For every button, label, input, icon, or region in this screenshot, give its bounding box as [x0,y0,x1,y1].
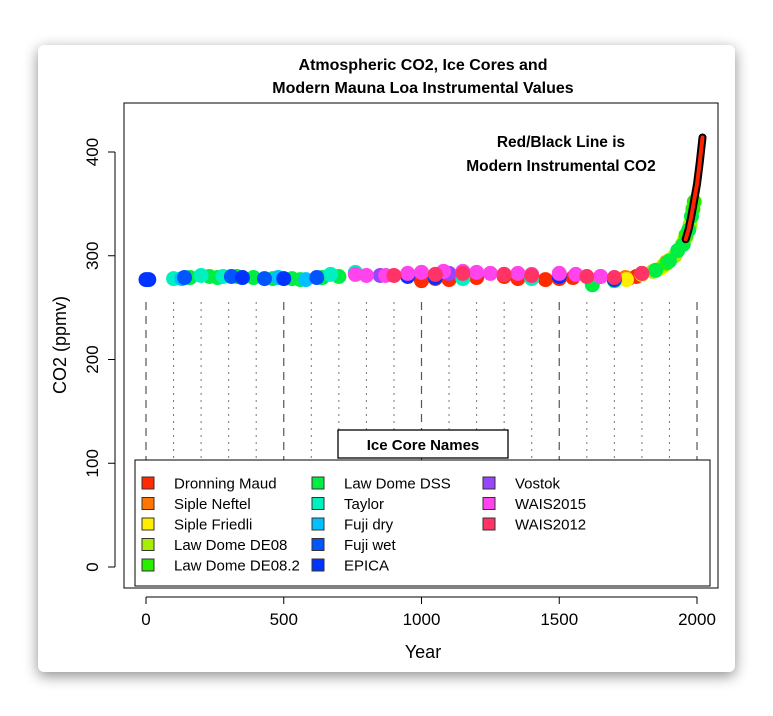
data-point-wais2012 [496,266,512,282]
y-tick-label: 400 [83,138,102,166]
x-tick-label: 2000 [678,610,716,629]
data-point-fuji-wet [309,270,325,286]
data-point-taylor [323,266,339,282]
data-point-wais2015 [347,266,363,282]
x-tick-label: 0 [141,610,150,629]
data-point-wais2012 [455,265,471,281]
legend-label: Law Dome DE08.2 [174,558,300,575]
data-point-fuji-wet [177,270,193,286]
data-point-siple-friedli [618,272,634,288]
data-point-dronning-maud [537,272,553,288]
y-tick-label: 200 [83,345,102,373]
annotation-line-1: Red/Black Line is [497,134,625,151]
chart-title-line-2: Modern Mauna Loa Instrumental Values [272,80,573,97]
data-point-wais2015 [482,265,498,281]
legend: Ice Core Names Dronning Maud Siple Neftel… [134,429,711,587]
legend-label: WAIS2015 [515,496,586,513]
legend-box [134,459,711,587]
data-point-wais2015 [414,264,429,280]
y-tick-label: 300 [83,242,102,270]
chart-title-line-1: Atmospheric CO2, Ice Cores and [299,57,548,74]
legend-label: Dronning Maud [174,476,277,493]
legend-label: EPICA [344,558,389,575]
data-point-law-dome-dss [648,262,664,278]
data-point-epica [276,271,292,287]
data-point-fuji-wet [256,271,272,287]
y-axis-label: CO2 (ppmv) [50,296,70,394]
data-point-wais2015 [551,265,567,281]
data-point-wais2015 [469,264,485,280]
annotation-line-2: Modern Instrumental CO2 [466,158,655,175]
legend-swatch [141,497,155,510]
x-tick-label: 1000 [403,610,441,629]
legend-swatch [141,517,155,531]
legend-label: Fuji wet [344,537,397,554]
legend-swatch [482,517,496,531]
data-point-wais2012 [524,267,540,283]
legend-swatch [311,497,325,510]
legend-label: Vostok [515,476,561,493]
data-point-wais2012 [579,269,595,284]
data-point-epica [141,272,157,288]
legend-label: Siple Friedli [174,517,252,534]
x-axis-label: Year [405,642,441,662]
data-point-wais2012 [634,265,650,281]
data-point-law-dome-dss [661,253,677,269]
plot-box [123,102,719,589]
data-point-wais2015 [400,265,416,281]
data-point-wais2015 [358,267,374,283]
legend-swatch [141,476,155,490]
y-tick-label: 0 [83,562,102,571]
legend-label: Taylor [344,496,384,513]
legend-label: WAIS2012 [515,517,586,534]
legend-label: Law Dome DE08 [174,537,287,554]
data-point-fuji-wet [223,269,239,284]
y-tick-label: 100 [83,449,102,477]
legend-label: Law Dome DSS [344,476,451,493]
x-tick-label: 500 [270,610,298,629]
legend-swatch [311,517,325,531]
legend-label: Siple Neftel [174,496,251,513]
legend-swatch [311,476,325,490]
data-point-law-dome-dss [245,270,261,286]
instrumental-line [683,135,705,242]
data-point-wais2015 [510,265,526,281]
x-tick-label: 1500 [540,610,578,629]
legend-label: Fuji dry [344,517,394,534]
data-point-taylor [193,267,209,283]
legend-swatch [311,538,325,551]
data-point-epica [234,270,250,286]
data-point-wais2012 [606,270,622,286]
legend-title-box [337,429,509,459]
legend-swatch [311,558,325,572]
data-point-wais2015 [593,269,609,284]
data-point-wais2012 [386,267,402,283]
legend-swatch [141,538,155,551]
legend-swatch [482,476,496,490]
data-point-wais2012 [427,266,443,282]
legend-swatch [141,558,155,572]
legend-swatch [482,497,496,510]
legend-title: Ice Core Names [367,437,480,454]
